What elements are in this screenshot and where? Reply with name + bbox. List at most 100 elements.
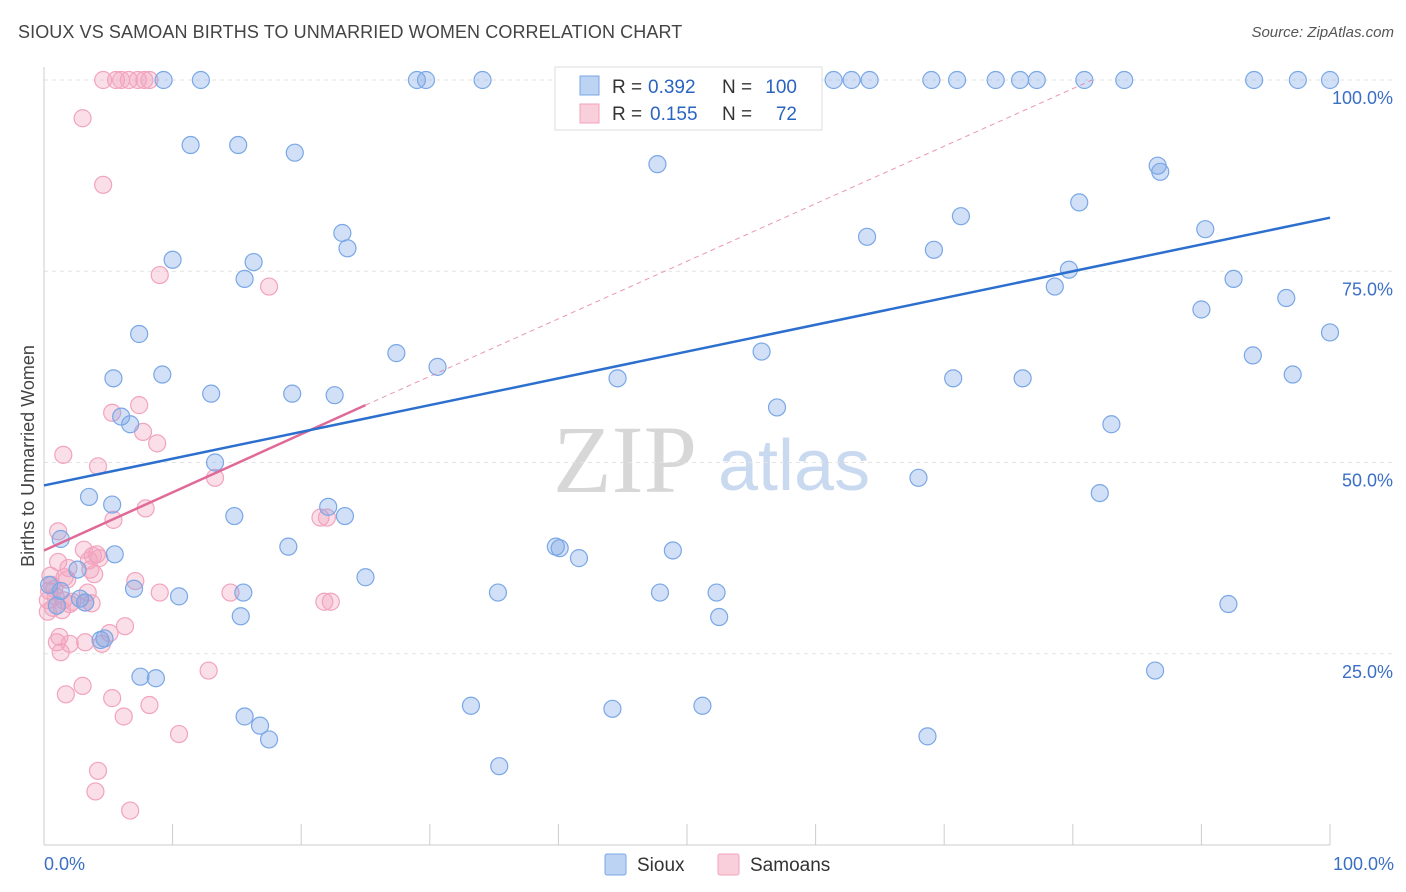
samoans-point-49 — [315, 592, 334, 611]
sioux-point-78 — [51, 581, 70, 601]
legend-n-label-samoans: N = — [722, 104, 752, 125]
sioux-point-84 — [707, 583, 726, 602]
sioux-point-88 — [1219, 594, 1238, 614]
samoans-point-7 — [73, 109, 92, 128]
sioux-point-18 — [1288, 70, 1307, 90]
samoans-point-14 — [148, 434, 167, 453]
sioux-point-40 — [1320, 323, 1340, 342]
sioux-point-62 — [1090, 484, 1109, 503]
sioux-point-33 — [163, 250, 182, 269]
sioux-point-27 — [951, 207, 971, 226]
chart-title: SIOUX VS SAMOAN BIRTHS TO UNMARRIED WOME… — [18, 22, 683, 42]
y-tick-label-0: 25.0% — [1342, 662, 1393, 682]
sioux-point-73 — [550, 539, 569, 558]
samoans-point-52 — [100, 623, 119, 643]
y-tick-label-3: 100.0% — [1332, 88, 1393, 108]
sioux-point-82 — [488, 583, 508, 602]
sioux-point-3 — [416, 70, 436, 90]
sioux-trend-line — [43, 216, 1331, 487]
sioux-point-14 — [1027, 70, 1046, 90]
watermark: ZIP atlas — [553, 406, 870, 513]
correlation-legend: R = 0.392 N = 100 R = 0.155 N = 72 — [554, 66, 823, 131]
sioux-point-49 — [104, 369, 123, 388]
samoans-point-10 — [259, 277, 279, 296]
y-tick-label-2: 75.0% — [1342, 279, 1393, 299]
sioux-point-86 — [76, 593, 95, 612]
samoans-point-36 — [126, 571, 145, 591]
sioux-point-70 — [105, 545, 124, 564]
samoans-point-11 — [103, 403, 122, 422]
sioux-point-54 — [767, 398, 787, 417]
sioux-point-66 — [319, 497, 338, 516]
sioux-point-103 — [490, 757, 509, 776]
sioux-point-81 — [234, 583, 253, 602]
samoans-point-53 — [115, 617, 135, 636]
samoans-trend-line — [43, 403, 367, 552]
samoans-point-61 — [103, 689, 122, 708]
sioux-point-34 — [244, 252, 263, 272]
sioux-point-51 — [202, 384, 221, 403]
sioux-point-7 — [824, 70, 843, 90]
sioux-point-98 — [603, 699, 622, 718]
sioux-point-101 — [918, 727, 937, 746]
sioux-point-95 — [235, 707, 254, 726]
sioux-point-97 — [461, 696, 481, 715]
sioux-point-94 — [146, 669, 165, 688]
sioux-point-48 — [752, 342, 771, 361]
samoans-point-71 — [221, 583, 240, 602]
sioux-point-50 — [153, 365, 172, 384]
sioux-point-96 — [250, 716, 270, 735]
samoans-point-15 — [54, 445, 73, 464]
x-tick-label-min: 0.0% — [44, 854, 85, 874]
sioux-point-21 — [229, 135, 248, 155]
sioux-point-25 — [1151, 162, 1170, 181]
gridlines — [44, 79, 1392, 655]
samoans-point-62 — [140, 695, 159, 715]
y-axis-label: Births to Unmarried Women — [18, 345, 38, 567]
sioux-point-26 — [1070, 193, 1089, 212]
legend-n-label-sioux: N = — [722, 77, 752, 98]
samoans-point-27 — [59, 558, 78, 578]
sioux-point-41 — [1192, 300, 1211, 319]
x-tick-labels: 0.0% 100.0% — [44, 854, 1394, 874]
sioux-point-19 — [1320, 70, 1340, 90]
sioux-point-13 — [1010, 70, 1030, 90]
legend-r-label-samoans: R = — [612, 104, 642, 125]
sioux-point-8 — [842, 70, 861, 90]
sioux-point-22 — [285, 143, 304, 162]
sioux-point-56 — [1013, 369, 1032, 388]
sioux-point-20 — [181, 135, 200, 155]
sioux-point-38 — [1045, 277, 1064, 296]
sioux-point-58 — [121, 415, 140, 434]
sioux-point-4 — [473, 70, 492, 90]
sioux-point-0 — [154, 70, 173, 90]
sioux-point-39 — [1277, 288, 1296, 308]
sioux-point-67 — [335, 506, 355, 526]
samoans-point-66 — [88, 761, 108, 780]
legend-r-label-sioux: R = — [612, 77, 642, 98]
samoans-point-57 — [51, 643, 70, 662]
samoans-point-58 — [76, 633, 95, 652]
sioux-point-59 — [1102, 415, 1121, 434]
legend-n-value-samoans: 72 — [776, 104, 797, 125]
sioux-point-28 — [857, 227, 877, 246]
x-tick-label-max: 100.0% — [1333, 854, 1394, 874]
legend-r-value-sioux: 0.392 — [648, 77, 696, 98]
sioux-point-1 — [191, 70, 210, 90]
sioux-point-23 — [648, 155, 667, 174]
sioux-point-74 — [569, 549, 589, 568]
samoans-point-37 — [150, 583, 169, 602]
sioux-point-52 — [283, 384, 302, 403]
sioux-point-45 — [387, 344, 406, 363]
samoans-point-65 — [56, 685, 75, 704]
sioux-point-61 — [909, 468, 928, 487]
sioux-point-37 — [1224, 269, 1243, 288]
sioux-point-11 — [947, 70, 967, 90]
samoans-point-63 — [114, 707, 133, 726]
samoans-point-0 — [94, 70, 113, 90]
sioux-point-75 — [663, 541, 682, 560]
sioux-point-80 — [169, 587, 189, 606]
samoans-point-9 — [150, 265, 169, 285]
samoans-point-6 — [140, 70, 159, 90]
